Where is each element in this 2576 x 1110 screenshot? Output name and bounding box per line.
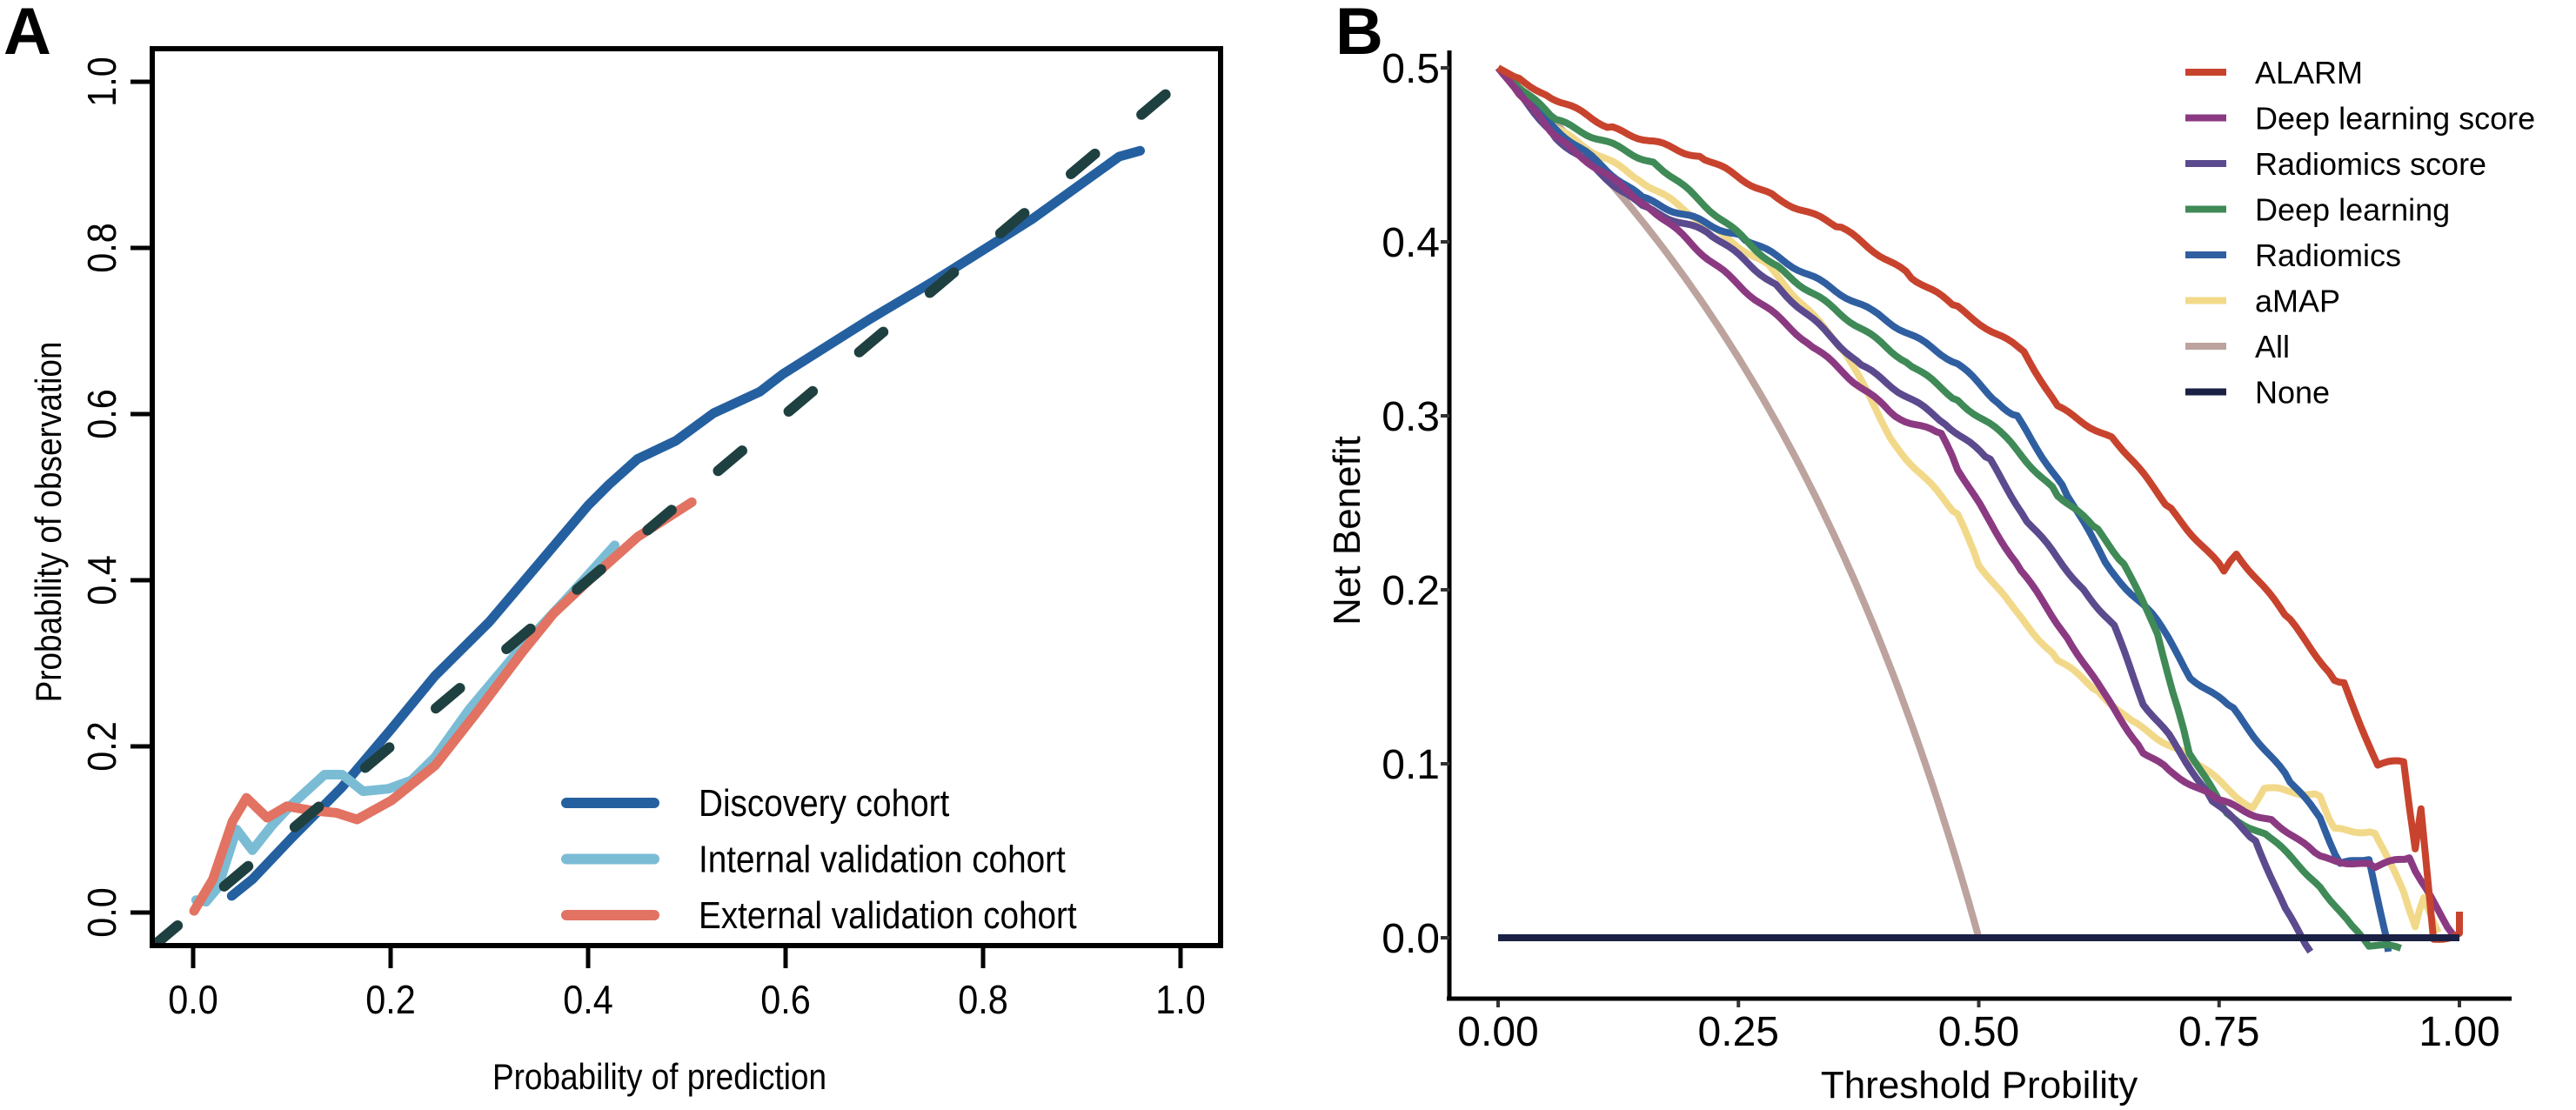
legend-label: Radiomics score [2255, 146, 2486, 182]
panel-b-y-axis: 0.0 0.1 0.2 0.3 0.4 0.5 [1382, 46, 1449, 962]
legend-item-radiomics-score: Radiomics score [2185, 146, 2486, 182]
x-tick-label: 0.2 [365, 978, 416, 1023]
panel-b-label: B [1335, 0, 1383, 69]
series-line-external-validation-cohort [189, 497, 697, 916]
panel-b-x-axis: 0.00 0.25 0.50 0.75 1.00 [1457, 1000, 2500, 1055]
legend-label: Radiomics [2255, 237, 2401, 273]
legend-label: ALARM [2255, 55, 2363, 90]
panel-b-x-axis-title: Threshold Probility [1821, 1064, 2138, 1107]
x-tick-label: 0.75 [2178, 1009, 2259, 1055]
series-line-deep-learning-score [1495, 65, 2456, 937]
panel-a-label: A [3, 0, 51, 69]
panel-b-decision-curve: B 0.0 0.1 0.2 0.3 0.4 0.5 0.00 0.25 0.50 0.75 1.0… [1326, 0, 2535, 1107]
series-line-radiomics [1495, 65, 2392, 953]
series-line-discovery-cohort [226, 145, 1145, 901]
x-tick-label: 0.25 [1698, 1009, 1779, 1055]
panel-b-y-axis-title: Net Benefit [1326, 436, 1368, 625]
panel-a-plot-frame [150, 46, 1223, 948]
legend-label: External validation cohort [699, 893, 1077, 937]
legend-item-internal-validation-cohort: Internal validation cohort [561, 837, 1066, 880]
legend-item-radiomics: Radiomics [2185, 237, 2401, 273]
legend-item-none: None [2185, 375, 2330, 411]
panel-b-series [1495, 64, 2463, 954]
y-tick-label: 0.3 [1382, 394, 1440, 440]
series-line-alarm [1496, 64, 2463, 943]
x-tick-label: 0.8 [958, 978, 1008, 1023]
series-line-all [1495, 65, 1983, 939]
series-line-radiomics-score [1495, 65, 2314, 954]
legend-label: Deep learning [2255, 192, 2450, 228]
series-line-internal-validation-cohort [191, 540, 620, 907]
legend-label: None [2255, 375, 2330, 411]
x-tick-label: 0.4 [563, 978, 613, 1023]
panel-a-y-axis: 0.0 0.2 0.4 0.6 0.8 1.0 [80, 57, 152, 938]
y-tick-label: 0.6 [80, 389, 125, 439]
y-tick-label: 0.8 [80, 223, 125, 273]
y-tick-label: 0.2 [1382, 568, 1440, 614]
x-tick-label: 1.0 [1155, 978, 1206, 1023]
legend-item-amap: aMAP [2185, 284, 2340, 319]
legend-label: All [2255, 329, 2290, 364]
legend-label: aMAP [2255, 284, 2340, 319]
legend-label: Discovery cohort [699, 781, 950, 825]
y-tick-label: 0.2 [80, 721, 125, 772]
panel-a-x-axis: 0.0 0.2 0.4 0.6 0.8 1.0 [168, 946, 1206, 1023]
legend-item-deep-learning-score: Deep learning score [2185, 101, 2535, 137]
series-line-deep-learning [1495, 65, 2402, 952]
legend-item-deep-learning: Deep learning [2185, 192, 2450, 228]
legend-item-discovery-cohort: Discovery cohort [561, 781, 950, 825]
x-tick-label: 0.00 [1457, 1009, 1538, 1055]
legend-item-alarm: ALARM [2185, 55, 2363, 90]
y-tick-label: 0.4 [80, 555, 125, 605]
y-tick-label: 0.4 [1382, 220, 1440, 266]
x-tick-label: 0.50 [1938, 1009, 2019, 1055]
x-tick-label: 0.6 [760, 978, 811, 1023]
legend-label: Deep learning score [2255, 101, 2535, 137]
legend-label: Internal validation cohort [699, 837, 1066, 880]
y-tick-label: 0.1 [1382, 742, 1440, 788]
panel-a-x-axis-title: Probability of prediction [492, 1057, 826, 1098]
y-tick-label: 0.0 [80, 887, 125, 938]
panel-a-y-axis-title: Probability of observation [29, 342, 70, 703]
x-tick-label: 0.0 [168, 978, 218, 1023]
panel-a-legend: Discovery cohort Internal validation coho… [561, 781, 1077, 937]
reference-diagonal-line [155, 68, 1196, 943]
y-tick-label: 0.0 [1382, 916, 1440, 962]
y-tick-label: 1.0 [80, 57, 125, 107]
legend-item-all: All [2185, 329, 2290, 364]
panel-a-series [155, 68, 1196, 943]
panel-b-legend: ALARM Deep learning score Radiomics score D… [2185, 55, 2535, 411]
legend-item-external-validation-cohort: External validation cohort [561, 893, 1077, 937]
series-line-amap [1495, 65, 2442, 934]
y-tick-label: 0.5 [1382, 46, 1440, 92]
panel-a-calibration-plot: A 0.00.20.40.60.81.0 0.0 0.2 0.4 0.6 0.8 1.0 … [3, 0, 1223, 1098]
x-tick-label: 1.00 [2419, 1009, 2499, 1055]
